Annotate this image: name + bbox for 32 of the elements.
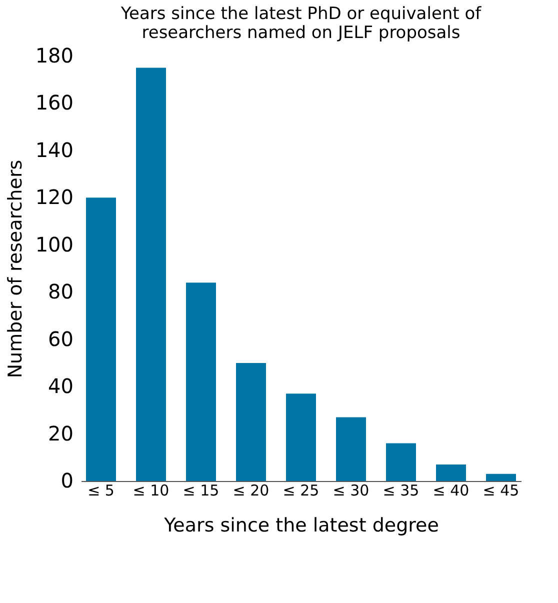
bar (286, 394, 316, 481)
x-tick-label: ≤ 45 (482, 482, 520, 500)
bar (486, 474, 516, 481)
y-tick-label: 140 (35, 138, 74, 162)
bar (336, 417, 366, 481)
y-tick-label: 180 (35, 44, 74, 68)
y-tick-label: 160 (35, 90, 74, 115)
y-tick-label: 80 (48, 280, 74, 304)
y-tick-label: 120 (35, 185, 74, 210)
bar (386, 443, 416, 481)
x-tick-label: ≤ 15 (182, 482, 220, 500)
x-tick-label: ≤ 10 (132, 482, 170, 500)
bar (236, 362, 266, 481)
text: Years since the latest PhD or equivalent of (120, 4, 482, 24)
y-tick-label: 20 (48, 421, 74, 446)
bar (436, 464, 466, 481)
y-tick-label: 0 (60, 468, 74, 492)
x-tick-label: ≤ 40 (432, 482, 470, 500)
x-tick-label: ≤ 5 (88, 482, 114, 500)
y-tick-label: 100 (35, 232, 74, 256)
x-axis-title: Years since the latest degree (163, 514, 439, 536)
y-axis-title: Number of researchers (4, 160, 26, 378)
text: researchers named on JELF proposals (142, 23, 460, 43)
y-tick-label: 40 (48, 374, 74, 398)
bar (186, 282, 216, 481)
x-tick-label: ≤ 20 (232, 482, 270, 500)
bar (136, 68, 166, 481)
y-tick-label: 60 (48, 326, 74, 351)
x-tick-label: ≤ 30 (332, 482, 370, 500)
x-tick-label: ≤ 35 (382, 482, 420, 500)
x-tick-label: ≤ 25 (282, 482, 320, 500)
bar (86, 198, 116, 481)
